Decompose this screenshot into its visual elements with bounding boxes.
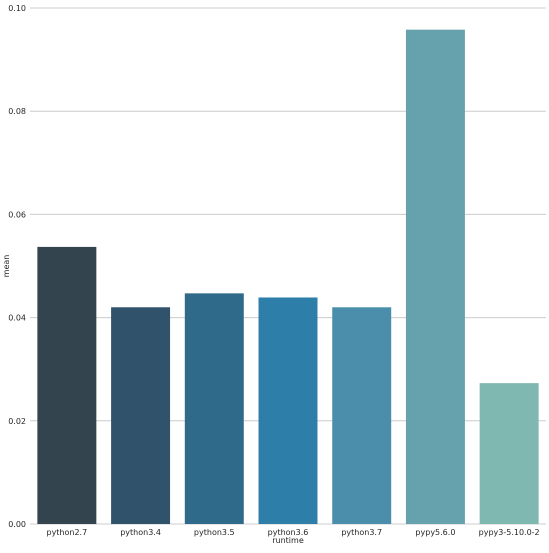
y-tick-label: 0.04 [8, 314, 26, 323]
y-tick-label: 0.10 [8, 4, 26, 13]
bar-python3.4 [111, 307, 171, 524]
bar-python3.7 [332, 307, 392, 524]
y-tick-label: 0.08 [8, 107, 26, 116]
x-tick-label: pypy3-5.10.0-2 [479, 528, 540, 537]
x-tick-label: python3.4 [120, 528, 161, 537]
x-tick-label: python2.7 [46, 528, 87, 537]
bar-pypy5.6.0 [405, 29, 465, 525]
axes: 0.00 0.02 0.04 0.06 0.08 0.10 python2.7 python3… [8, 4, 539, 537]
y-tick-label: 0.06 [8, 210, 26, 219]
bar-python2.7 [37, 246, 97, 524]
bar-python3.5 [184, 293, 244, 524]
bar-pypy3-5.10.0-2 [479, 383, 539, 524]
bars [37, 29, 539, 525]
bar-python3.6 [258, 297, 318, 524]
y-tick-label: 0.00 [8, 520, 26, 529]
x-axis-label: runtime [272, 536, 304, 545]
x-tick-label: pypy5.6.0 [415, 528, 455, 537]
x-tick-label: python3.6 [268, 528, 309, 537]
y-axis-label: mean [2, 255, 11, 278]
x-tick-label: python3.7 [341, 528, 382, 537]
y-tick-label: 0.02 [8, 417, 26, 426]
x-tick-label: python3.5 [194, 528, 235, 537]
